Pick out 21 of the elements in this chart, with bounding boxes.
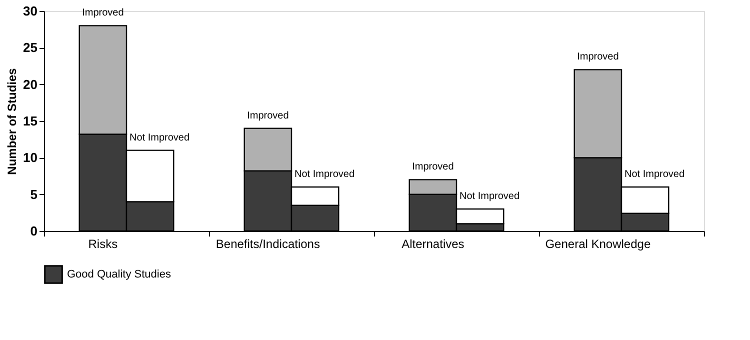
y-tick-label: 0	[30, 224, 38, 238]
y-tick-label: 15	[23, 114, 38, 128]
x-tick-label: Alternatives	[402, 237, 464, 251]
y-tick-label: 20	[23, 76, 38, 92]
data-label: Improved	[247, 110, 289, 122]
y-tick-label: 25	[23, 40, 38, 56]
x-tick-label: Benefits/Indications	[216, 237, 320, 251]
x-tick-label: General Knowledge	[545, 237, 651, 251]
y-tick-label: 30	[23, 4, 38, 18]
x-tick-label: Risks	[88, 237, 118, 251]
data-label: Improved	[412, 162, 454, 173]
data-label: Not Improved	[460, 191, 520, 202]
data-label: Not Improved	[130, 132, 190, 144]
data-label: Not Improved	[624, 169, 685, 180]
y-axis-title: Number of Studies	[5, 68, 20, 175]
legend-label: Good Quality Studies	[67, 268, 172, 280]
y-tick-label: 10	[23, 150, 38, 166]
y-tick-label: 5	[30, 186, 38, 202]
data-label: Improved	[577, 52, 619, 63]
data-label: Improved	[82, 8, 124, 19]
data-label: Not Improved	[294, 169, 355, 180]
